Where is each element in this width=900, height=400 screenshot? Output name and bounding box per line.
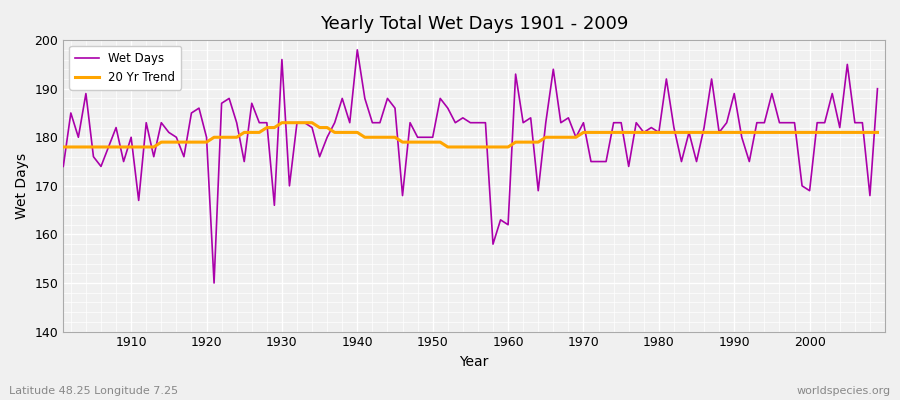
Wet Days: [118, 159, 129, 164]
Wet Days: [510, 72, 521, 76]
20 Yr Trend: [292, 120, 302, 125]
Wet Days: [209, 281, 220, 286]
Line: Wet Days: Wet Days: [63, 50, 878, 283]
20 Yr Trend: [337, 130, 347, 135]
Wet Days: [337, 96, 347, 101]
Text: worldspecies.org: worldspecies.org: [796, 386, 891, 396]
Wet Days: [872, 86, 883, 91]
Text: Latitude 48.25 Longitude 7.25: Latitude 48.25 Longitude 7.25: [9, 386, 178, 396]
Wet Days: [518, 120, 528, 125]
Line: 20 Yr Trend: 20 Yr Trend: [63, 123, 878, 147]
20 Yr Trend: [118, 144, 129, 149]
20 Yr Trend: [503, 144, 514, 149]
20 Yr Trend: [600, 130, 611, 135]
Wet Days: [352, 48, 363, 52]
20 Yr Trend: [58, 144, 68, 149]
Title: Yearly Total Wet Days 1901 - 2009: Yearly Total Wet Days 1901 - 2009: [320, 15, 628, 33]
20 Yr Trend: [276, 120, 287, 125]
Y-axis label: Wet Days: Wet Days: [15, 153, 29, 219]
Wet Days: [292, 120, 302, 125]
Legend: Wet Days, 20 Yr Trend: Wet Days, 20 Yr Trend: [69, 46, 181, 90]
Wet Days: [58, 164, 68, 169]
X-axis label: Year: Year: [460, 355, 489, 369]
20 Yr Trend: [510, 140, 521, 144]
20 Yr Trend: [872, 130, 883, 135]
Wet Days: [608, 120, 619, 125]
